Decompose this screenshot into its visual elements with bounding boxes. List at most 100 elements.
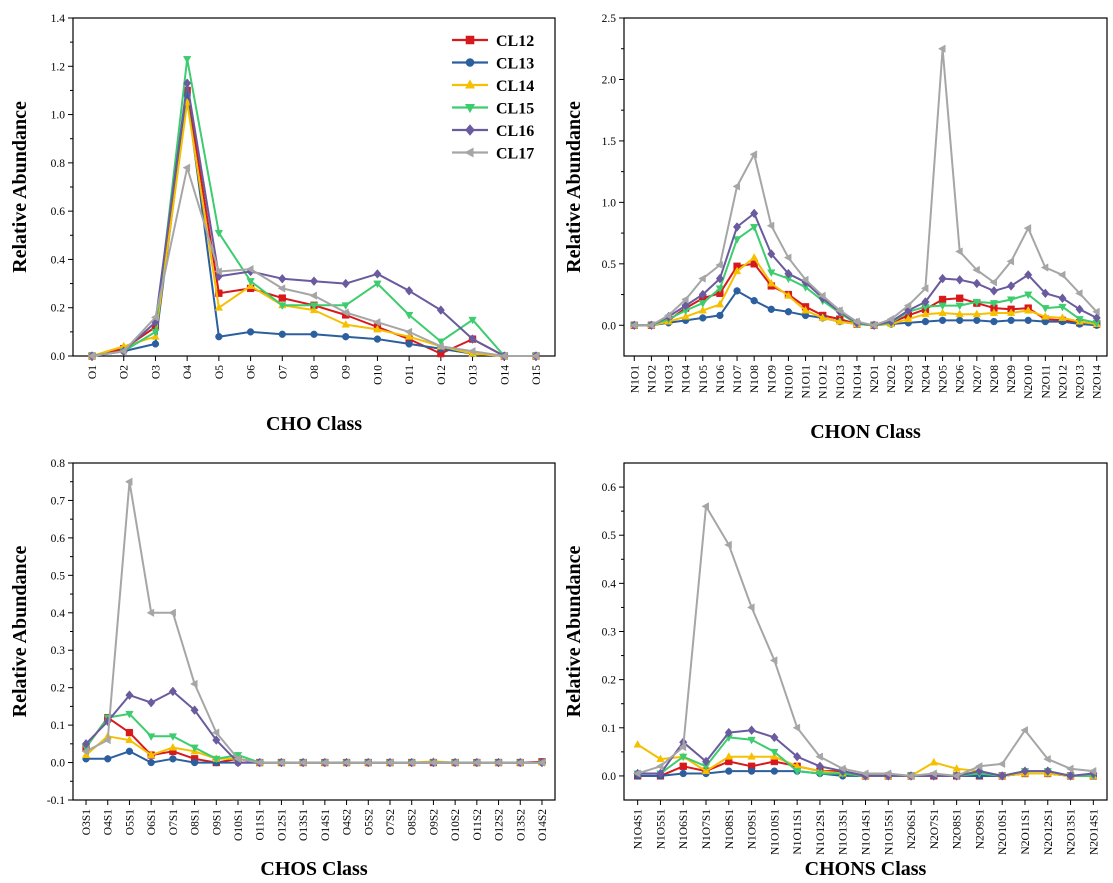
x-tick-label: N2O9S1: [974, 809, 986, 850]
data-point: [793, 751, 802, 762]
x-tick-label: N2O11: [1040, 365, 1052, 399]
x-tick-label: N1O9: [766, 365, 778, 393]
data-point: [147, 758, 155, 767]
data-point: [1075, 289, 1083, 298]
x-tick-label: N2O5: [938, 365, 950, 393]
x-tick-label: N1O4S1: [633, 809, 645, 850]
data-point: [428, 758, 437, 767]
y-tick-label: 0.4: [51, 254, 66, 266]
x-tick-label: N1O4: [681, 365, 693, 393]
y-tick-label: 0.2: [51, 683, 66, 695]
series-cl17: [633, 502, 1097, 781]
data-point: [716, 311, 724, 320]
x-tick-label: O7S1: [168, 809, 180, 835]
x-tick-label: O14S2: [537, 809, 549, 841]
y-tick-label: 0.0: [51, 758, 66, 770]
data-point: [921, 309, 930, 318]
x-tick-label: N2O8: [989, 365, 1001, 393]
data-point: [800, 275, 809, 284]
y-tick-label: 2.5: [602, 13, 617, 25]
data-point: [955, 309, 964, 318]
data-point: [515, 758, 524, 767]
y-tick-label: 0.0: [602, 320, 617, 332]
data-point: [1088, 766, 1097, 776]
plot-frame: [623, 462, 1108, 801]
data-point: [468, 334, 477, 344]
data-point: [938, 295, 947, 304]
data-point: [698, 274, 706, 283]
y-tick-label: 1.2: [51, 61, 66, 73]
x-tick-label: N1O8S1: [724, 809, 736, 850]
data-point: [276, 758, 285, 767]
x-tick-label: N2O6S1: [906, 809, 918, 850]
data-point: [298, 758, 307, 767]
data-point: [215, 333, 223, 341]
data-point: [767, 278, 776, 287]
data-point: [87, 351, 95, 361]
y-tick-label: 0.6: [51, 206, 66, 218]
x-tick-label: N2O9: [1006, 365, 1018, 393]
data-point: [747, 725, 756, 736]
data-point: [1058, 313, 1067, 321]
x-tick-label: O3: [150, 365, 162, 379]
x-axis-title: CHONS Class: [805, 858, 927, 880]
data-point: [883, 769, 892, 778]
data-point: [906, 771, 915, 781]
data-point: [404, 311, 414, 320]
data-point: [150, 313, 159, 322]
data-point: [732, 222, 742, 232]
y-tick-label: 1.5: [602, 136, 617, 148]
data-point: [467, 347, 476, 356]
x-tick-label: O15: [531, 365, 543, 385]
x-tick-label: N2O13: [1075, 365, 1087, 399]
data-point: [1065, 764, 1074, 773]
data-point: [1024, 305, 1033, 314]
x-tick-label: O5S2: [363, 809, 375, 835]
x-tick-label: O5: [214, 365, 226, 379]
data-point: [972, 298, 981, 307]
data-point: [920, 284, 929, 293]
data-point: [955, 247, 963, 256]
data-point: [1041, 305, 1050, 313]
data-point: [341, 302, 350, 310]
data-point: [1007, 316, 1015, 324]
data-point: [715, 299, 725, 308]
x-tick-label: N1O7S1: [701, 809, 713, 850]
x-tick-label: N1O5S1: [655, 809, 667, 850]
data-point: [904, 314, 913, 323]
data-point: [852, 317, 860, 326]
data-point: [929, 757, 939, 766]
x-tick-label: O8: [309, 365, 321, 379]
x-tick-label: N1O6S1: [678, 809, 690, 850]
data-point: [341, 278, 350, 289]
data-point: [989, 300, 999, 308]
x-tick-label: O7: [277, 365, 289, 379]
x-tick-label: O12: [436, 365, 448, 385]
y-tick-label: 0.1: [602, 723, 617, 735]
chart-1: 0.0 0.2 0.4 0.6 0.8 1.0 1.2 1.4 O1 O2 O3 O4 O5 O6 O7 O8…: [9, 13, 556, 435]
data-point: [1020, 766, 1030, 776]
data-point: [725, 767, 733, 775]
y-tick-label: 0.5: [602, 259, 617, 271]
data-point: [921, 297, 930, 307]
data-point: [493, 758, 502, 767]
data-point: [472, 758, 480, 767]
x-tick-label: N1O11S1: [792, 809, 804, 855]
data-point: [956, 316, 964, 324]
series-cl17: [87, 163, 539, 361]
data-point: [404, 327, 413, 337]
data-point: [784, 308, 793, 316]
data-point: [973, 316, 981, 324]
x-tick-label: N2O1: [869, 365, 881, 393]
data-point: [405, 340, 413, 348]
data-point: [341, 758, 350, 767]
y-tick-label: 0.2: [51, 303, 66, 315]
data-point: [801, 305, 810, 314]
data-point: [770, 748, 779, 757]
data-point: [972, 278, 981, 289]
data-point: [698, 300, 707, 308]
data-point: [103, 735, 111, 745]
data-point: [997, 759, 1006, 769]
data-point: [245, 264, 254, 274]
data-point: [1041, 312, 1050, 320]
